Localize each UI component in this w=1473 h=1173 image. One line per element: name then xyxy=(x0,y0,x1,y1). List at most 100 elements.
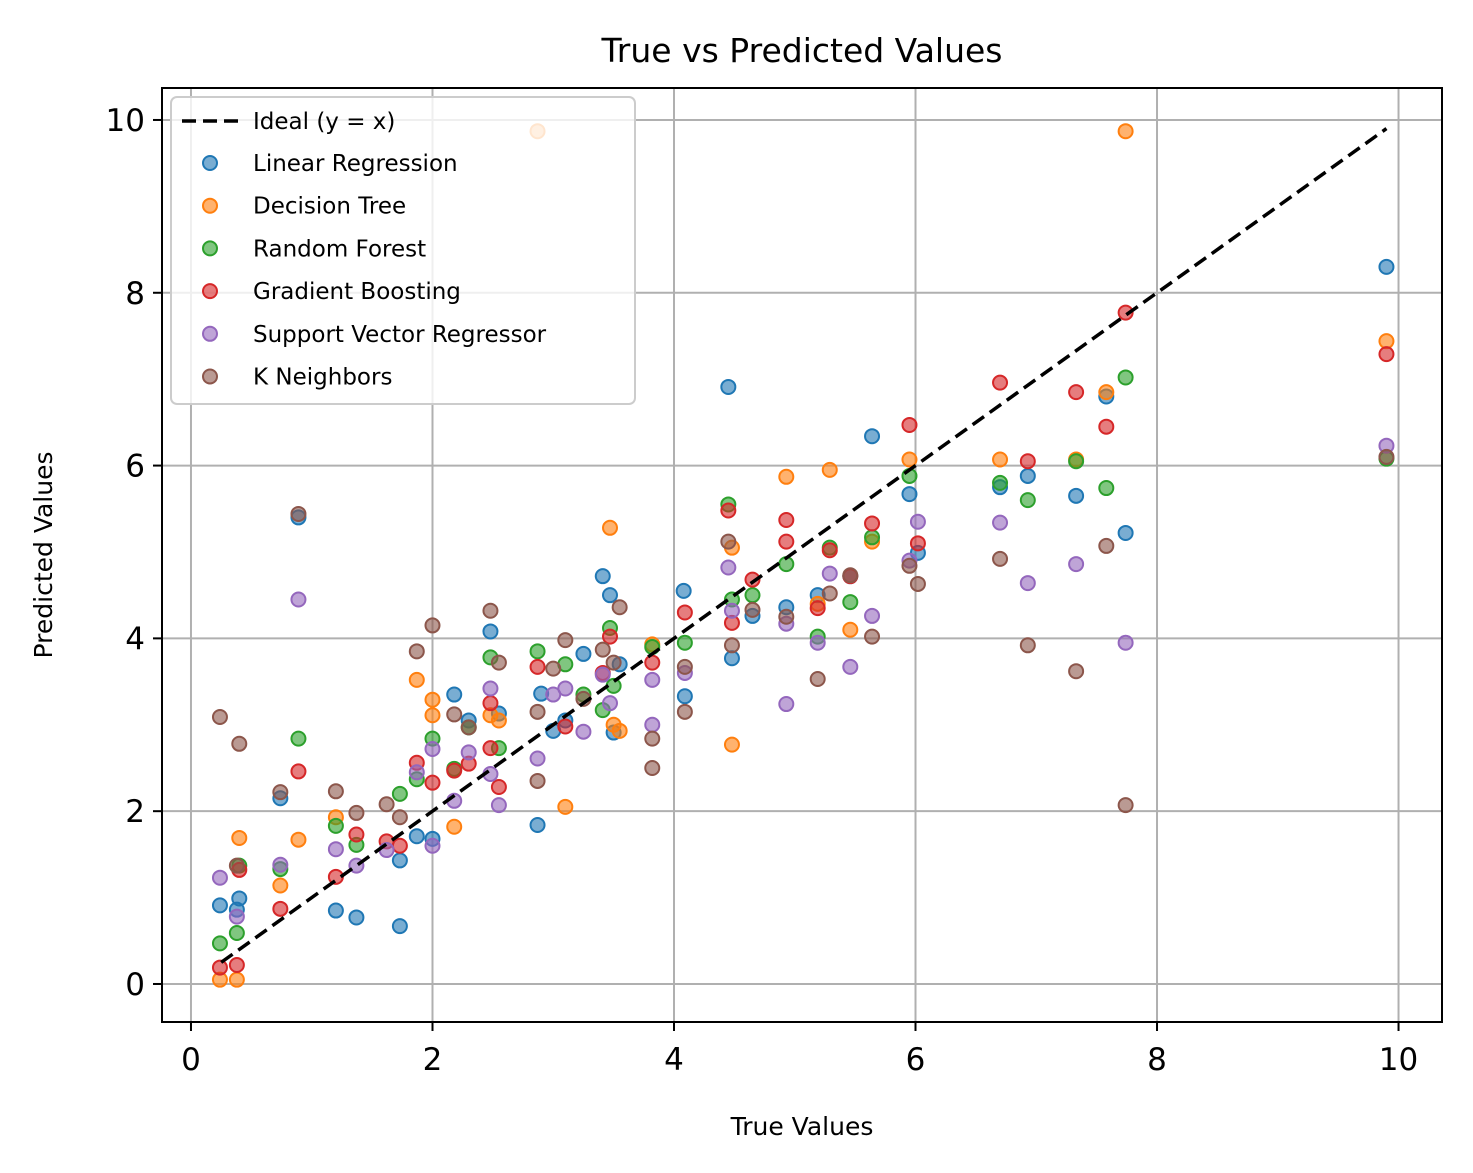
x-tick-label: 0 xyxy=(181,1042,201,1078)
data-point xyxy=(211,709,228,726)
data-point xyxy=(864,428,881,445)
data-point xyxy=(490,778,507,795)
data-point xyxy=(864,515,881,532)
data-point xyxy=(1378,333,1395,350)
data-point xyxy=(611,722,628,739)
data-point xyxy=(842,621,859,638)
y-axis-ticks: 0 2 4 6 8 10 xyxy=(106,103,162,1003)
data-point xyxy=(901,557,918,574)
data-point xyxy=(842,567,859,584)
data-point xyxy=(228,956,245,973)
data-point xyxy=(482,695,499,712)
data-point xyxy=(529,703,546,720)
data-point xyxy=(460,744,477,761)
data-point xyxy=(1378,258,1395,275)
x-tick-label: 4 xyxy=(664,1042,684,1078)
data-point xyxy=(992,514,1009,531)
data-point xyxy=(391,918,408,935)
data-point xyxy=(482,602,499,619)
data-point xyxy=(545,660,562,677)
legend-marker xyxy=(202,155,218,171)
data-point xyxy=(644,759,661,776)
data-point xyxy=(327,783,344,800)
data-point xyxy=(644,716,661,733)
data-point xyxy=(720,533,737,550)
legend-marker xyxy=(202,325,218,342)
data-point xyxy=(490,797,507,814)
data-point xyxy=(290,831,307,848)
data-point xyxy=(809,634,826,651)
legend-label: Support Vector Regressor xyxy=(253,322,547,348)
data-point xyxy=(1068,556,1085,573)
data-point xyxy=(575,645,592,662)
data-point xyxy=(842,594,859,611)
data-point xyxy=(1117,123,1134,140)
data-point xyxy=(1019,467,1036,484)
x-axis-label: True Values xyxy=(730,1112,874,1141)
data-point xyxy=(391,809,408,826)
data-point xyxy=(778,512,795,529)
data-point xyxy=(1117,524,1134,541)
data-point xyxy=(557,632,574,649)
y-tick-label: 0 xyxy=(125,967,145,1003)
data-point xyxy=(391,837,408,854)
data-point xyxy=(228,925,245,942)
data-point xyxy=(290,763,307,780)
data-point xyxy=(1098,384,1115,401)
data-point xyxy=(778,533,795,550)
series-support-vector-regressor xyxy=(211,437,1395,925)
y-axis-label: Predicted Values xyxy=(29,452,58,659)
data-point xyxy=(909,575,926,592)
data-point xyxy=(529,817,546,834)
data-point xyxy=(424,774,441,791)
data-point xyxy=(1068,663,1085,680)
data-point xyxy=(676,703,693,720)
data-point xyxy=(557,798,574,815)
data-point xyxy=(1098,480,1115,497)
data-point xyxy=(408,764,425,781)
data-point xyxy=(1019,453,1036,470)
data-point xyxy=(611,599,628,616)
data-point xyxy=(809,670,826,687)
y-tick-label: 6 xyxy=(125,449,145,485)
data-point xyxy=(1378,448,1395,465)
data-point xyxy=(864,529,881,546)
data-point xyxy=(327,902,344,919)
data-point xyxy=(675,582,692,599)
data-point xyxy=(676,634,693,651)
data-point xyxy=(992,374,1009,391)
data-point xyxy=(676,604,693,621)
data-point xyxy=(1019,637,1036,654)
data-point xyxy=(744,571,761,588)
data-point xyxy=(391,785,408,802)
data-point xyxy=(408,828,425,845)
data-point xyxy=(446,818,463,835)
legend-marker xyxy=(202,283,218,300)
data-point xyxy=(864,607,881,624)
data-point xyxy=(992,474,1009,491)
data-point xyxy=(602,519,618,536)
data-point xyxy=(231,890,248,907)
data-point xyxy=(424,707,441,724)
data-point xyxy=(1117,369,1134,386)
data-point xyxy=(1098,418,1115,435)
data-point xyxy=(348,804,365,821)
data-point xyxy=(1098,537,1115,554)
data-point xyxy=(211,959,228,976)
data-point xyxy=(1068,487,1085,504)
data-point xyxy=(864,628,881,645)
data-point xyxy=(644,654,661,671)
data-point xyxy=(211,897,228,914)
ideal-line xyxy=(220,127,1388,964)
data-point xyxy=(482,680,499,697)
data-point xyxy=(529,750,546,767)
data-point xyxy=(909,513,926,530)
data-point xyxy=(1068,384,1085,401)
data-point xyxy=(408,671,425,688)
data-point xyxy=(557,680,574,697)
legend-label: Ideal (y = x) xyxy=(253,109,395,135)
data-point xyxy=(557,718,574,735)
data-points xyxy=(211,123,1395,988)
data-point xyxy=(1019,575,1036,592)
